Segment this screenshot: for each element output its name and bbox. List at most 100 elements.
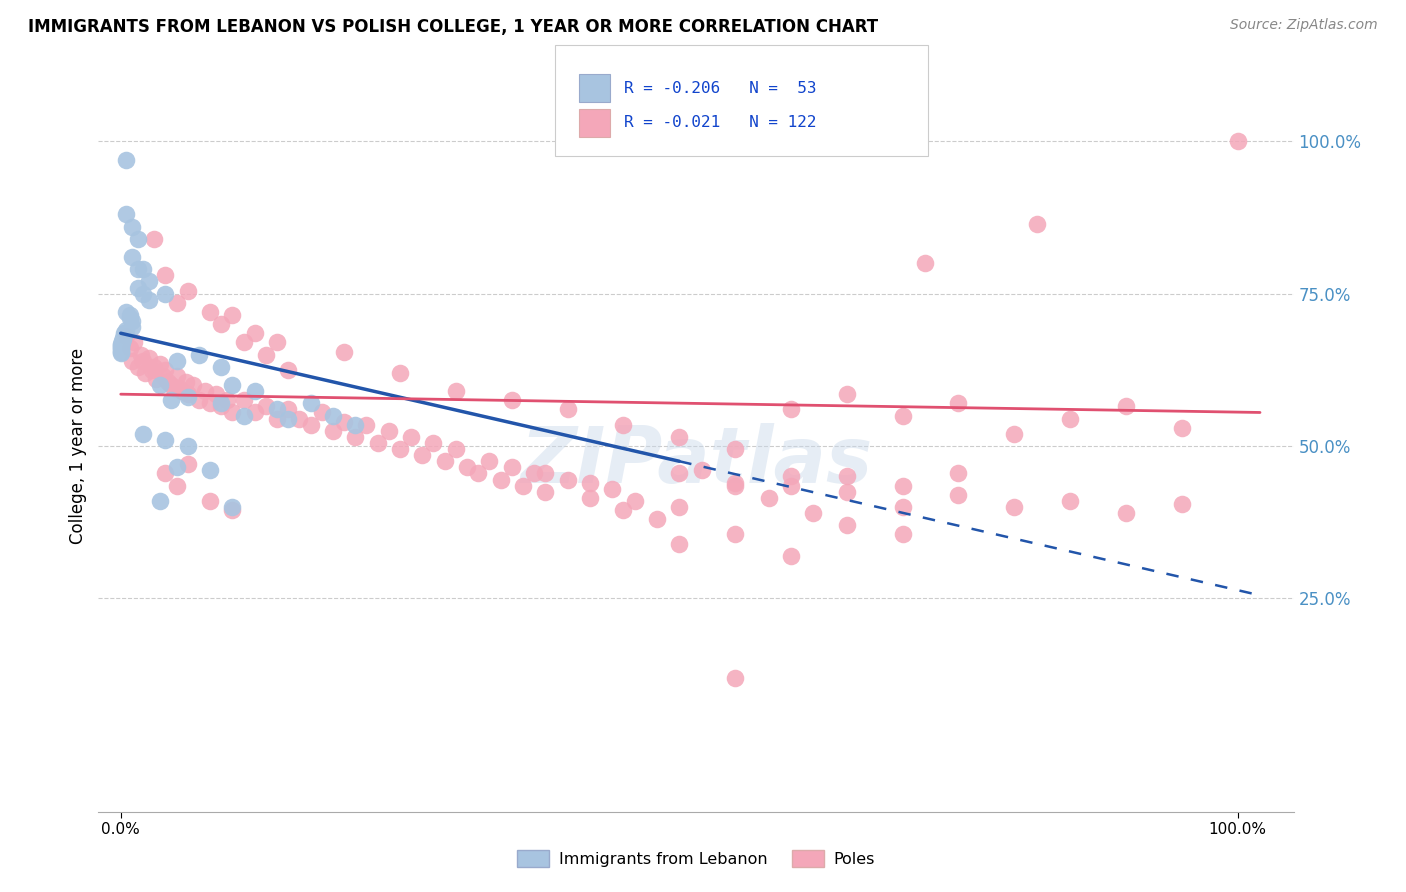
Point (724, 671, 747, 685)
Point (266, 411, 288, 425)
Point (668, 536, 690, 550)
Point (112, 328, 135, 343)
Point (433, 454, 456, 468)
Point (243, 384, 266, 399)
Point (623, 494, 645, 508)
Point (118, 342, 141, 356)
Point (668, 467, 690, 481)
Point (155, 363, 177, 377)
Point (489, 473, 512, 487)
Point (132, 426, 155, 441)
Point (121, 314, 143, 328)
Point (115, 153, 138, 167)
Point (891, 478, 914, 492)
Point (835, 387, 858, 401)
Point (115, 207, 138, 221)
Point (177, 284, 200, 298)
Point (612, 503, 634, 517)
Point (138, 351, 160, 365)
Text: ZIPatlas: ZIPatlas (520, 423, 872, 499)
Point (243, 405, 266, 419)
Point (127, 359, 149, 374)
Point (149, 357, 172, 371)
Point (311, 405, 333, 419)
Point (149, 494, 172, 508)
Point (110, 340, 132, 354)
Point (534, 484, 557, 499)
Point (160, 378, 183, 392)
Point (600, 482, 623, 496)
Point (198, 494, 221, 508)
Point (378, 424, 401, 438)
Point (232, 335, 254, 350)
Point (115, 305, 138, 319)
Point (177, 390, 200, 404)
Point (187, 348, 209, 362)
Point (138, 293, 160, 307)
Point (198, 396, 221, 410)
Point (111, 332, 134, 346)
Point (1002, 500, 1025, 514)
Point (422, 436, 444, 450)
Point (198, 305, 221, 319)
Point (690, 463, 713, 477)
Point (288, 411, 311, 425)
Point (167, 381, 190, 395)
Point (209, 400, 232, 414)
Point (780, 549, 803, 563)
Point (780, 478, 803, 492)
Point (127, 262, 149, 277)
Point (156, 375, 179, 389)
Point (163, 381, 186, 395)
Point (801, 506, 824, 520)
Point (155, 433, 177, 447)
Point (501, 393, 523, 408)
Point (174, 375, 197, 389)
Point (111, 334, 134, 348)
Point (143, 359, 166, 374)
Text: R = -0.021   N = 122: R = -0.021 N = 122 (624, 115, 817, 130)
Point (141, 363, 163, 377)
Point (112, 326, 135, 341)
Point (166, 295, 188, 310)
Point (399, 430, 422, 444)
Point (724, 475, 747, 490)
Point (209, 396, 232, 410)
Point (277, 402, 299, 417)
Point (277, 411, 299, 425)
Point (668, 500, 690, 514)
Point (166, 478, 188, 492)
Point (221, 308, 243, 322)
Point (322, 409, 344, 423)
Point (478, 454, 501, 468)
Point (232, 393, 254, 408)
Point (187, 393, 209, 408)
Point (132, 286, 155, 301)
Point (121, 219, 143, 234)
Point (127, 280, 149, 294)
Point (1171, 421, 1194, 435)
Point (221, 500, 243, 514)
Point (266, 402, 288, 417)
Point (444, 384, 467, 399)
Point (891, 527, 914, 541)
Point (155, 268, 177, 283)
Point (209, 317, 232, 331)
Point (177, 458, 200, 472)
Point (724, 478, 747, 492)
Point (134, 366, 156, 380)
Point (132, 353, 155, 368)
Point (155, 286, 177, 301)
Point (724, 442, 747, 456)
Point (948, 467, 970, 481)
Point (204, 387, 226, 401)
Point (138, 275, 160, 289)
Point (110, 346, 132, 360)
Point (221, 378, 243, 392)
Point (132, 262, 155, 277)
Point (110, 343, 132, 358)
Point (780, 469, 803, 483)
Point (668, 430, 690, 444)
Point (299, 396, 322, 410)
Point (266, 335, 288, 350)
